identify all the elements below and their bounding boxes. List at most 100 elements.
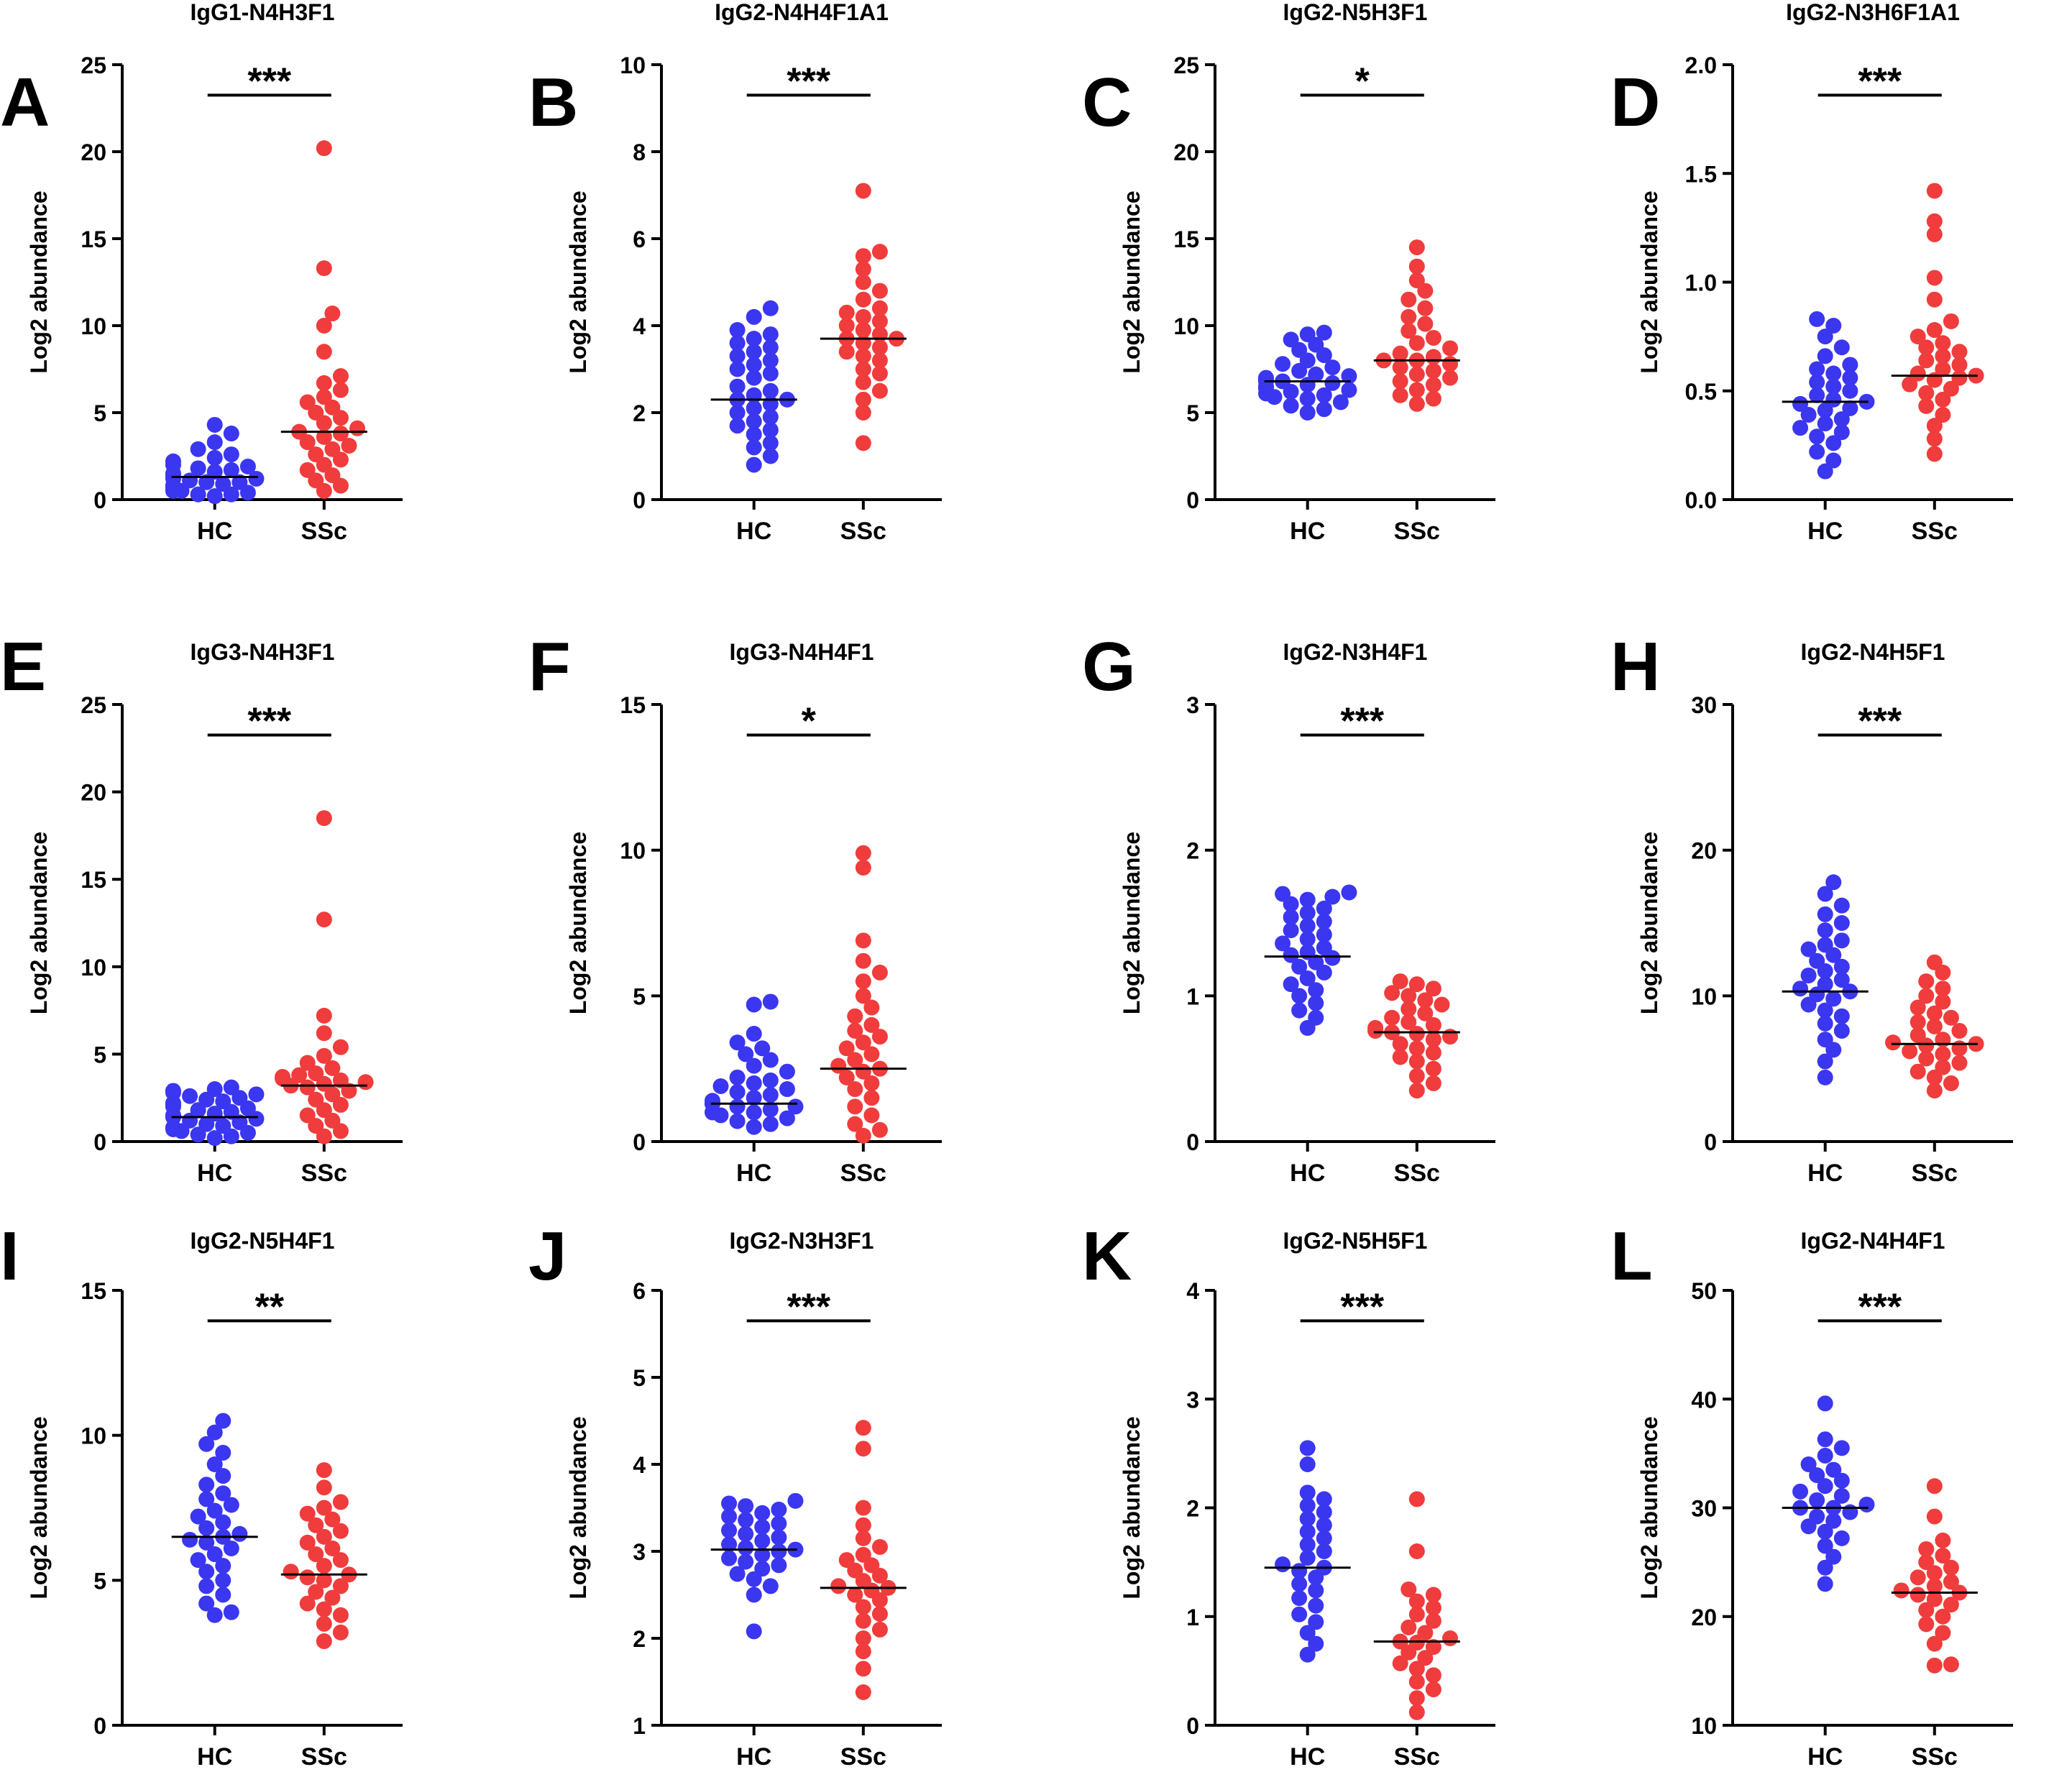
- data-point: [1817, 348, 1833, 364]
- x-tick-label: HC: [1290, 1743, 1325, 1771]
- data-point: [1910, 1569, 1926, 1586]
- data-point: [1425, 1681, 1441, 1698]
- x-tick-label: HC: [197, 518, 232, 545]
- data-point: [206, 449, 223, 466]
- panel-letter: F: [528, 628, 571, 705]
- data-point: [341, 437, 357, 454]
- panel-h: H IgG2-N4H5F1 0 10 20 30 Log2 abundance HC SSc **…: [1610, 628, 2013, 1187]
- data-point: [206, 1502, 223, 1519]
- data-point: [248, 1086, 265, 1103]
- data-point: [1926, 213, 1943, 229]
- y-tick-label: 5: [93, 1568, 106, 1594]
- data-point: [1425, 1060, 1441, 1077]
- data-point: [1299, 1646, 1316, 1663]
- data-point: [223, 462, 239, 478]
- data-point: [762, 448, 779, 464]
- x-tick-label: HC: [1807, 1160, 1843, 1187]
- data-point: [762, 409, 779, 426]
- x-tick-label: SSc: [840, 1743, 886, 1771]
- panel-e: E IgG3-N4H3F1 0 5 10 15 20 25 Log2 abundance HC SS…: [0, 628, 403, 1187]
- data-point: [1316, 900, 1332, 917]
- data-point: [206, 1424, 223, 1441]
- data-point: [729, 1098, 746, 1115]
- x-tick-label: SSc: [1912, 1160, 1958, 1187]
- data-point: [1833, 1472, 1850, 1489]
- data-point: [746, 1119, 762, 1135]
- data-point: [215, 1413, 232, 1429]
- data-point: [316, 140, 332, 157]
- data-point: [215, 1118, 232, 1134]
- data-point: [863, 1016, 880, 1033]
- data-point: [871, 244, 888, 260]
- series-ssc: [820, 1420, 907, 1701]
- data-point: [1408, 239, 1425, 256]
- data-point: [712, 1078, 729, 1094]
- y-tick-label: 0: [1704, 1129, 1717, 1155]
- y-tick-label: 15: [81, 1278, 106, 1304]
- x-tick-label: SSc: [1394, 518, 1440, 545]
- data-point: [1316, 940, 1332, 956]
- data-point: [1833, 339, 1850, 356]
- y-tick-label: 25: [81, 692, 106, 718]
- panel-l: L IgG2-N4H4F1 10 20 30 40 50 Log2 abundance HC SS…: [1610, 1218, 2013, 1771]
- panel-d: D IgG2-N3H6F1A1 0.0 0.5 1.0 1.5 2.0 Log2 abunda…: [1610, 0, 2013, 545]
- significance-label: ***: [787, 60, 830, 102]
- y-axis-label: Log2 abundance: [1119, 1416, 1145, 1599]
- data-point: [721, 1536, 738, 1553]
- y-tick-label: 5: [633, 983, 646, 1009]
- data-point: [1283, 398, 1299, 414]
- y-tick-label: 15: [81, 867, 106, 893]
- data-point: [1299, 1523, 1316, 1540]
- data-point: [746, 1075, 762, 1091]
- chart-title: IgG1-N4H3F1: [191, 0, 335, 25]
- data-point: [316, 810, 332, 827]
- data-point: [299, 394, 316, 410]
- y-tick-label: 10: [1173, 313, 1199, 339]
- data-point: [871, 382, 888, 399]
- y-axis-label: Log2 abundance: [565, 190, 591, 373]
- data-point: [855, 973, 871, 990]
- data-point: [215, 1572, 232, 1589]
- data-point: [1825, 391, 1842, 408]
- y-tick-label: 2: [633, 400, 646, 426]
- data-point: [729, 361, 746, 377]
- data-point: [182, 1088, 198, 1104]
- data-point: [1926, 270, 1943, 286]
- data-point: [1800, 967, 1817, 983]
- data-point: [1935, 981, 1951, 997]
- data-point: [1417, 1005, 1434, 1022]
- data-point: [1401, 323, 1417, 339]
- data-point: [1833, 915, 1850, 931]
- data-point: [746, 357, 762, 373]
- data-point: [1408, 272, 1425, 289]
- x-tick-label: HC: [197, 1743, 232, 1771]
- data-point: [1809, 361, 1825, 377]
- chart-title: IgG2-N4H5F1: [1801, 639, 1945, 665]
- data-point: [223, 446, 239, 463]
- data-point: [198, 1595, 215, 1612]
- panel-f: F IgG3-N4H4F1 0 5 10 15 Log2 abundance HC SSc *: [528, 628, 942, 1187]
- y-tick-label: 10: [81, 955, 106, 981]
- x-tick-label: SSc: [1912, 518, 1958, 545]
- data-point: [308, 1517, 324, 1533]
- data-point: [1935, 993, 1951, 1010]
- data-point: [1408, 1674, 1425, 1690]
- y-tick-label: 10: [620, 52, 646, 78]
- data-point: [316, 1462, 332, 1479]
- data-point: [1833, 958, 1850, 975]
- data-point: [1299, 1536, 1316, 1553]
- data-point: [1283, 922, 1299, 939]
- data-point: [1408, 1040, 1425, 1057]
- data-point: [316, 1528, 332, 1545]
- data-point: [1943, 1656, 1959, 1673]
- data-point: [1425, 1667, 1441, 1684]
- data-point: [1800, 941, 1817, 958]
- data-point: [1401, 988, 1417, 1004]
- data-point: [762, 339, 779, 356]
- chart-title: IgG2-N3H4F1: [1283, 639, 1428, 665]
- y-tick-label: 0: [1186, 1713, 1199, 1739]
- data-point: [855, 1546, 871, 1563]
- data-point: [215, 476, 232, 492]
- data-point: [1425, 981, 1441, 997]
- data-point: [1825, 1548, 1842, 1565]
